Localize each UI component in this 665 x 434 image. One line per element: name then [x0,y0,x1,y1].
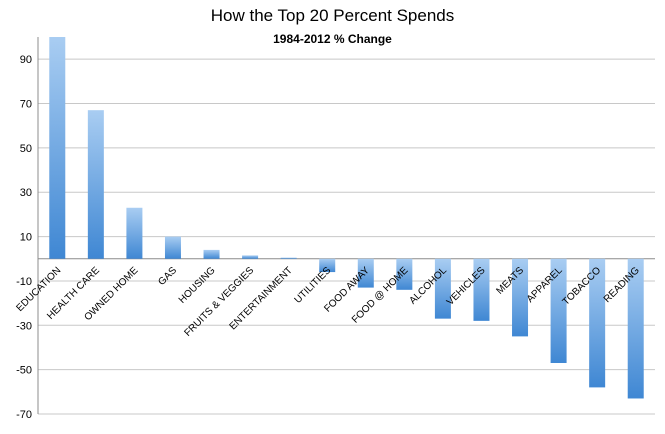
y-tick-label: -50 [16,365,32,377]
bar [87,110,104,259]
bar [589,258,606,388]
chart-title: How the Top 20 Percent Spends [210,6,455,25]
bar [164,236,181,259]
bar [319,258,336,273]
bar [126,207,143,259]
bar [203,249,220,259]
y-tick-label: -10 [16,276,32,288]
y-tick-label: 50 [20,143,32,155]
y-tick-label: 90 [20,54,32,66]
category-label: HOUSING [177,265,218,306]
y-tick-label: 70 [20,99,32,111]
y-tick-label: -30 [16,320,32,332]
bar [512,258,529,337]
y-tick-label: 10 [20,232,32,244]
category-label: GAS [156,265,179,288]
bars [49,37,644,399]
category-label: UTILITIES [293,265,334,306]
bar [242,255,259,259]
chart-subtitle: 1984-2012 % Change [273,32,392,46]
bar [280,257,297,259]
bar [434,258,451,319]
category-label: FRUITS & VEGGIES [182,265,256,339]
bar [473,258,490,321]
bar [396,258,413,290]
y-tick-label: 30 [20,187,32,199]
bar [627,258,644,399]
y-tick-label: -70 [16,409,32,421]
bar [550,258,567,363]
bar [49,37,66,259]
bar [357,258,374,288]
